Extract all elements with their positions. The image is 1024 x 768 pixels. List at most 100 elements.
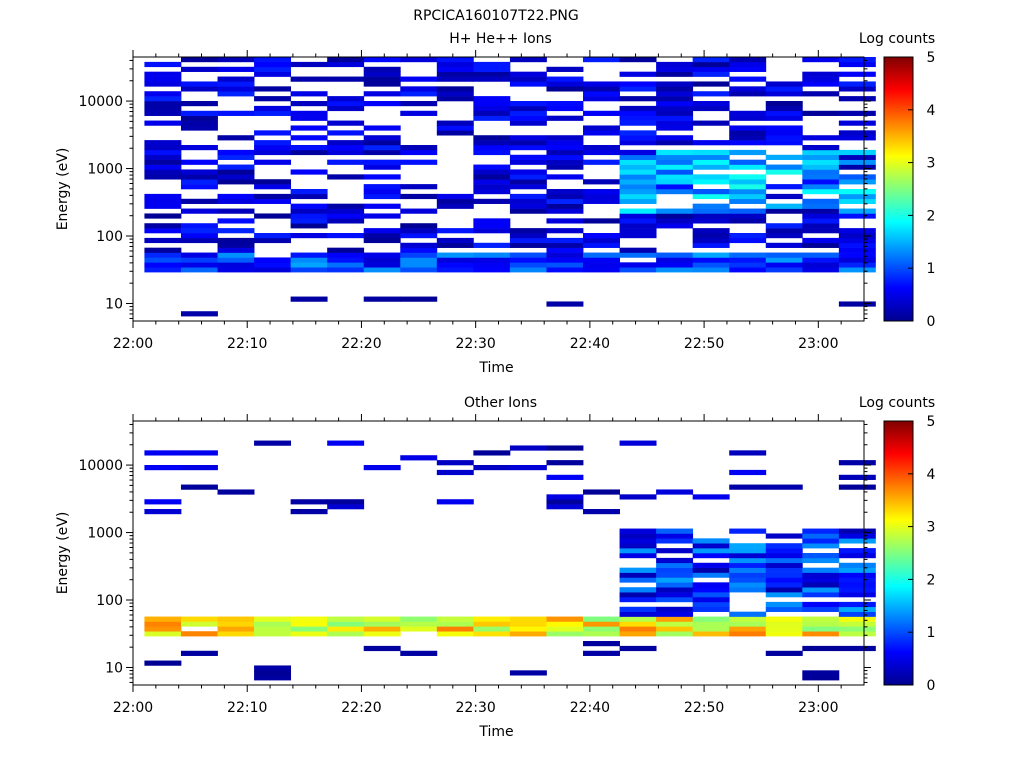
spectrogram-cell <box>802 110 840 116</box>
spectrogram-cell <box>509 154 547 160</box>
spectrogram-cell <box>656 101 694 107</box>
spectrogram-cell <box>729 543 767 549</box>
spectrogram-cell <box>363 76 401 82</box>
spectrogram-cell <box>692 179 730 185</box>
spectrogram-cell <box>180 631 218 637</box>
spectrogram-cell <box>802 675 840 681</box>
spectrogram-cell <box>583 509 620 515</box>
spectrogram-cell <box>656 120 694 126</box>
spectrogram-cell <box>327 499 365 505</box>
spectrogram-cell <box>619 223 657 229</box>
spectrogram-cell <box>619 120 657 126</box>
spectrogram-cell <box>144 164 182 170</box>
spectrogram-cell <box>729 115 767 121</box>
spectrogram-cell <box>619 528 657 534</box>
spectrogram-cell <box>436 499 474 505</box>
spectrogram-cell <box>802 538 840 544</box>
spectrogram-cell <box>180 621 218 627</box>
spectrogram-cell <box>509 159 547 165</box>
spectrogram-cell <box>802 572 840 578</box>
spectrogram-cell <box>180 311 218 317</box>
spectrogram-cell <box>583 91 620 97</box>
spectrogram-cell <box>765 557 803 564</box>
spectrogram-cell <box>838 601 876 608</box>
spectrogram-cell <box>254 616 292 622</box>
spectrogram-cell <box>692 631 730 637</box>
spectrogram-cell <box>765 606 803 612</box>
spectrogram-cell <box>327 130 365 136</box>
spectrogram-cell <box>290 135 328 141</box>
spectrogram-cell <box>327 247 365 253</box>
spectrogram-cell <box>802 145 840 151</box>
spectrogram-cell <box>729 164 767 170</box>
spectrogram-cell <box>546 145 584 151</box>
spectrogram-cell <box>729 110 767 116</box>
spectrogram-cell <box>363 233 401 239</box>
spectrogram-cell <box>436 257 474 263</box>
spectrogram-cell <box>327 262 365 268</box>
spectrogram-cell <box>400 233 438 239</box>
spectrogram-cell <box>692 597 730 603</box>
spectrogram-cell <box>729 450 767 456</box>
spectrogram-cell <box>729 184 767 190</box>
spectrogram-cell <box>363 189 401 195</box>
spectrogram-cell <box>765 154 803 160</box>
spectrogram-cells <box>144 57 876 317</box>
spectrogram-cell <box>509 626 547 632</box>
spectrogram-cell <box>802 557 840 564</box>
spectrogram-cell <box>692 543 730 549</box>
spectrogram-cell <box>692 193 730 200</box>
spectrogram-cell <box>254 257 292 263</box>
spectrogram-cell <box>656 159 694 165</box>
spectrogram-cell <box>656 257 694 263</box>
spectrogram-cell <box>400 101 438 107</box>
y-axis-label: Energy (eV) <box>55 512 71 595</box>
spectrogram-cell <box>729 189 767 195</box>
spectrogram-cell <box>546 154 584 160</box>
spectrogram-cell <box>802 149 840 156</box>
spectrogram-cell <box>473 96 511 102</box>
spectrogram-cell <box>144 616 182 622</box>
spectrogram-cell <box>509 71 547 77</box>
spectrogram-cell <box>363 296 401 302</box>
spectrogram-cell <box>802 189 840 195</box>
spectrogram-cell <box>692 582 730 588</box>
spectrogram-cell <box>838 71 876 77</box>
spectrogram-cell <box>802 631 840 637</box>
spectrogram-cell <box>619 115 657 121</box>
spectrogram-cell <box>656 66 694 72</box>
spectrogram-cell <box>692 91 730 97</box>
spectrogram-cell <box>509 465 547 471</box>
spectrogram-cell <box>729 57 767 63</box>
spectrogram-cell <box>802 616 840 622</box>
spectrogram-cell <box>363 465 401 471</box>
spectrogram-cell <box>436 86 474 92</box>
x-tick-label: 22:00 <box>113 700 153 716</box>
spectrogram-cell <box>692 601 730 608</box>
spectrogram-cell <box>583 159 620 165</box>
spectrogram-cell <box>729 567 767 573</box>
spectrogram-cell <box>656 252 694 258</box>
spectrogram-cell <box>327 626 365 632</box>
spectrogram-cell <box>583 179 620 185</box>
spectrogram-cell <box>692 105 730 112</box>
spectrogram-cell <box>144 499 182 505</box>
spectrogram-cell <box>802 135 840 141</box>
spectrogram-cell <box>509 115 547 121</box>
spectrogram-cell <box>729 548 767 554</box>
spectrogram-cell <box>363 203 401 209</box>
spectrogram-cell <box>838 159 876 165</box>
spectrogram-cell <box>400 184 438 190</box>
spectrogram-cell <box>619 616 657 622</box>
x-tick-label: 22:30 <box>455 700 495 716</box>
spectrogram-cell <box>656 184 694 190</box>
spectrogram-cell <box>656 572 694 578</box>
spectrogram-cell <box>656 597 694 603</box>
spectrogram-cell <box>692 66 730 72</box>
spectrogram-cell <box>400 91 438 97</box>
panel-2: Other Ions 22:00 22:10 22:20 22:30 22:40 22:50… <box>55 395 936 740</box>
spectrogram-cell <box>473 267 511 273</box>
spectrogram-cell <box>290 233 328 239</box>
spectrogram-cell <box>546 135 584 141</box>
spectrogram-cell <box>473 101 511 107</box>
